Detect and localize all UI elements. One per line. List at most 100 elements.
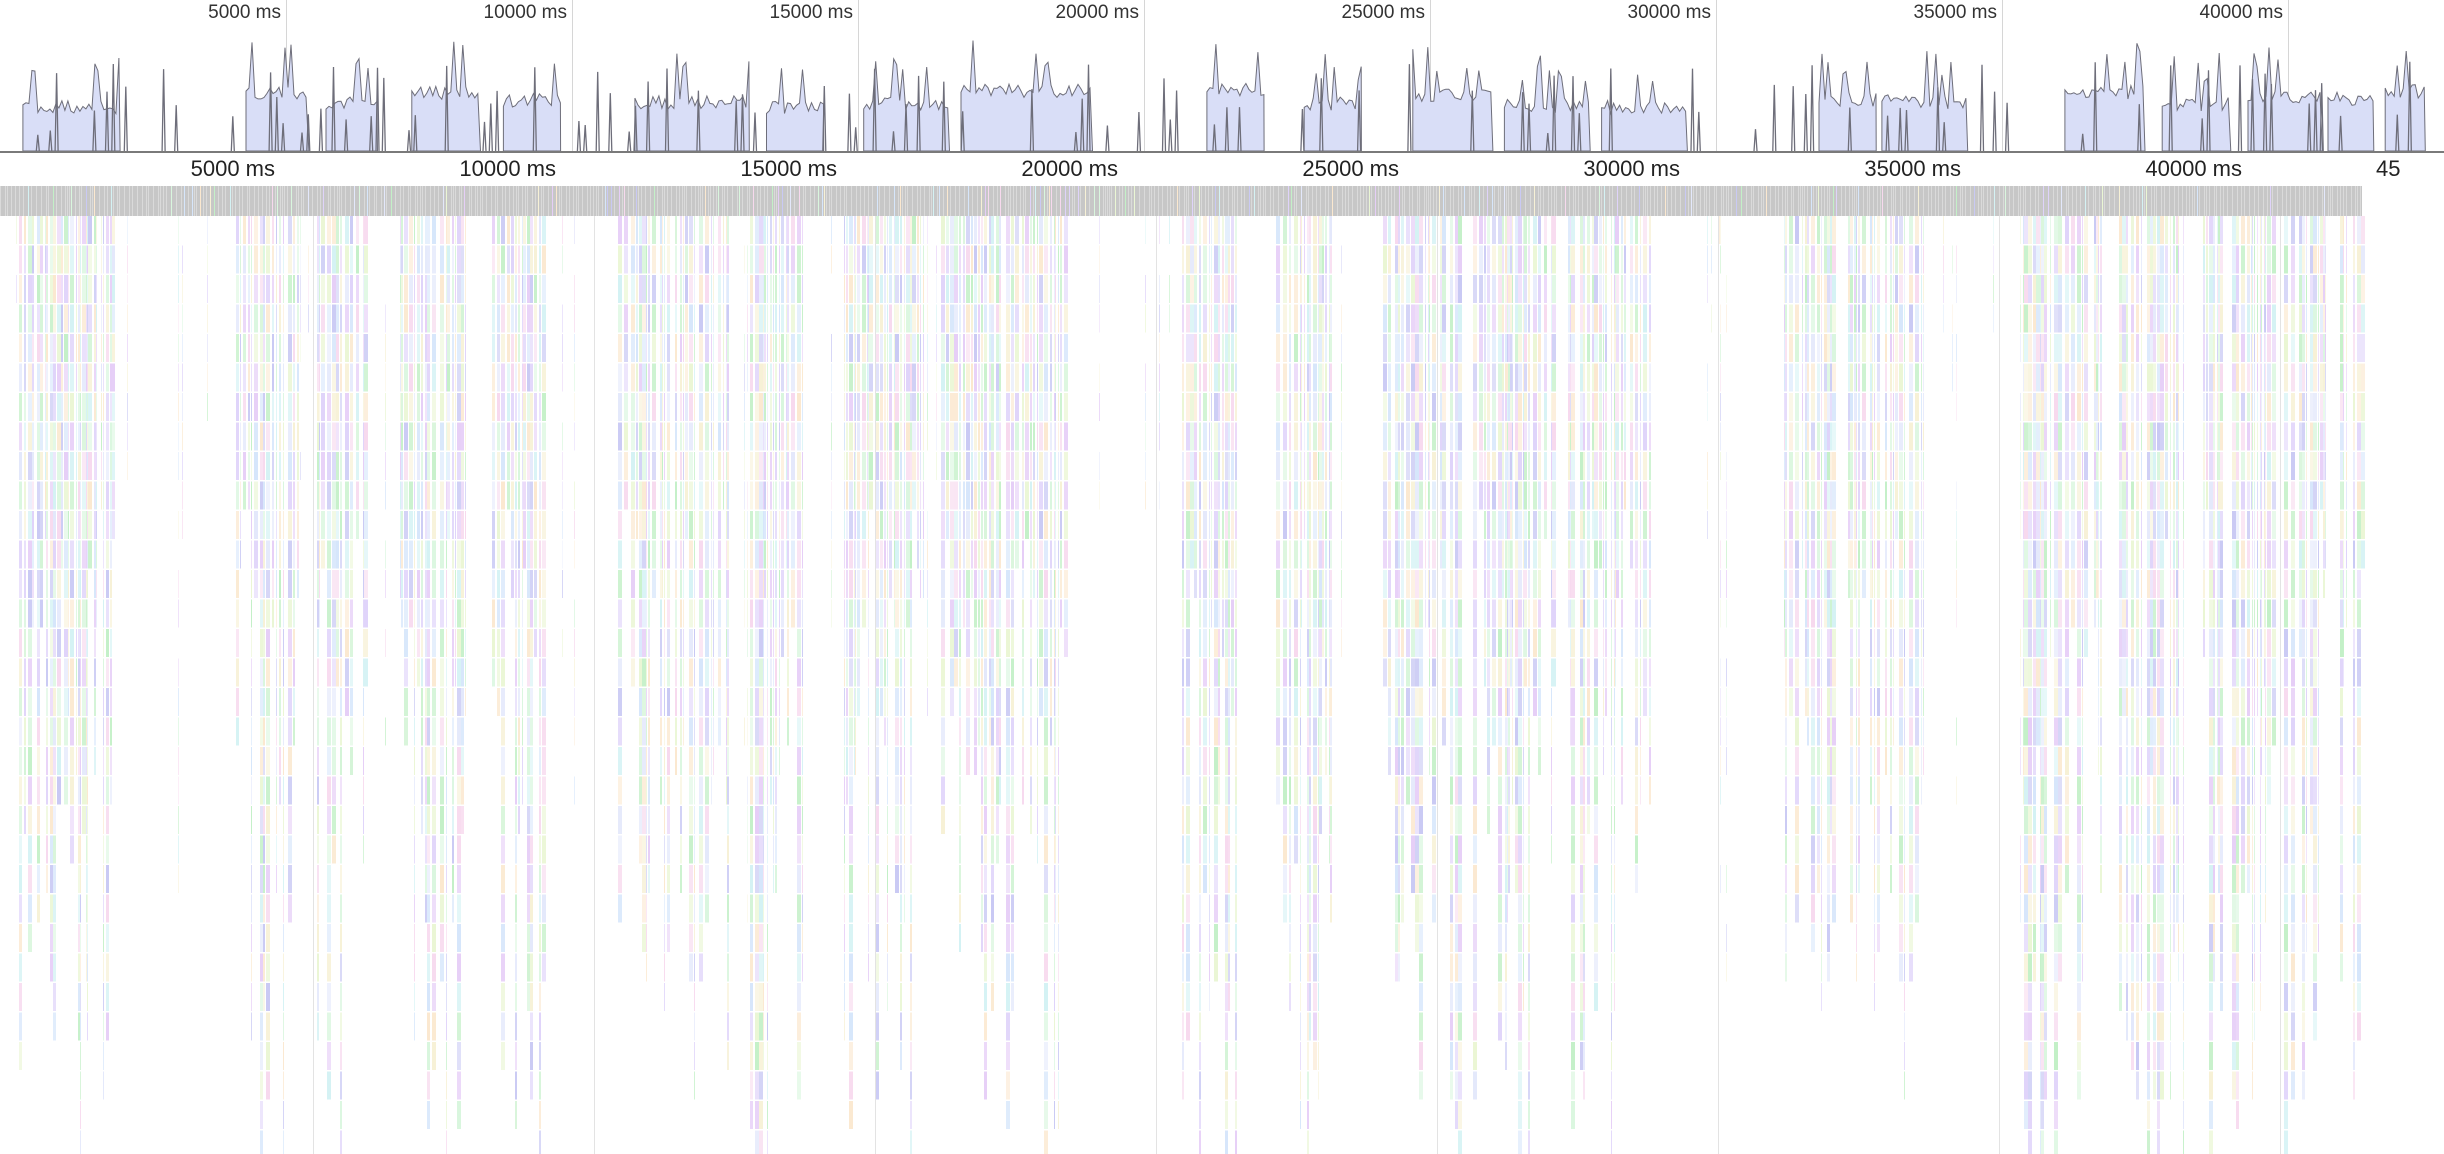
flame-bar [542, 334, 546, 362]
flame-bar [904, 806, 905, 834]
flame-bar [705, 658, 709, 687]
flame-bar [652, 334, 656, 362]
flame-bar [336, 245, 339, 274]
flame-bar [297, 511, 299, 539]
flame-bar [127, 304, 128, 333]
flame-bar [96, 481, 97, 510]
flame-bar [802, 422, 803, 451]
flame-grid-line [313, 216, 314, 1154]
flame-bar [726, 717, 727, 746]
flame-bar [345, 275, 349, 303]
flame-bar [895, 304, 899, 333]
flame-bar [694, 599, 695, 628]
flame-bar [332, 275, 336, 303]
timeline-overview[interactable]: 5000 ms 10000 ms 15000 ms 20000 ms 25000 ms 3… [0, 0, 2444, 154]
flame-bar [744, 393, 745, 421]
flame-bar [28, 776, 32, 805]
flame-bar [356, 275, 359, 303]
flame-bar [254, 511, 258, 539]
flame-bar [86, 924, 87, 952]
main-thread-task [1900, 186, 1901, 216]
flame-bar [648, 511, 650, 539]
flame-bar [618, 747, 622, 775]
flame-bar [1186, 363, 1190, 392]
flame-bar [963, 422, 965, 451]
flame-bar [978, 629, 980, 657]
flame-bar [999, 658, 1001, 687]
flame-bar [319, 275, 320, 303]
flame-bar [507, 334, 510, 362]
flame-bar [996, 717, 999, 746]
flame-bar [889, 245, 892, 274]
main-thread-task [1561, 186, 1562, 216]
flame-bar [251, 658, 252, 687]
flame-bar [101, 422, 102, 451]
flame-bar [80, 481, 81, 510]
flame-bar [642, 806, 646, 834]
flame-bar [699, 481, 703, 510]
flame-bar [427, 747, 430, 775]
main-thread-task [225, 186, 226, 216]
flame-bar [683, 422, 684, 451]
flame-bar [254, 540, 258, 569]
flame-bar [178, 806, 179, 834]
flame-bar [266, 393, 270, 421]
flame-bar [900, 304, 902, 333]
flame-bar [37, 393, 40, 421]
flame-bar [110, 658, 112, 687]
flame-bar [711, 422, 712, 451]
flame-bar [345, 393, 349, 421]
flame-bar [923, 511, 924, 539]
main-thread-task [1119, 186, 1120, 216]
flame-bar [1030, 717, 1032, 746]
main-thread-track[interactable] [0, 186, 2362, 216]
flame-bar [279, 540, 281, 569]
flame-bar [24, 511, 26, 539]
flame-bar [530, 658, 533, 687]
flame-bar [767, 629, 768, 657]
flame-bar [910, 953, 912, 982]
flame-bar [446, 304, 447, 333]
flame-bar [895, 776, 899, 805]
cpu-spike [1174, 90, 1179, 152]
cpu-spike [2237, 65, 2243, 152]
flame-bar [288, 717, 292, 746]
flame-bar [624, 216, 628, 244]
main-thread-task [79, 186, 80, 216]
main-thread-task [459, 186, 460, 216]
flame-bar [101, 452, 102, 480]
flame-bar [266, 599, 270, 628]
flame-bar [895, 835, 899, 864]
flame-bar [642, 865, 646, 893]
flame-bar [266, 334, 270, 362]
flame-bar [1044, 570, 1048, 598]
flame-bar [240, 422, 241, 451]
flame-bar [946, 452, 949, 480]
flame-bar [959, 481, 961, 510]
flame-bar [86, 629, 87, 657]
flame-bar [875, 540, 879, 569]
flame-bar [446, 776, 447, 805]
flame-bar [101, 245, 102, 274]
flame-bar [497, 570, 500, 598]
ruler-tick-label: 25000 ms [1302, 156, 1399, 181]
flame-bar [727, 865, 729, 893]
flame-bar [984, 1012, 987, 1041]
flame-bar [1022, 422, 1024, 451]
flame-bar [425, 511, 427, 539]
main-thread-task [569, 186, 570, 216]
flame-bar [989, 658, 991, 687]
flame-bar [963, 540, 965, 569]
flame-bar [88, 304, 92, 333]
flame-bar [991, 776, 994, 805]
flame-bar [88, 481, 92, 510]
flame-bar [868, 570, 869, 598]
flame-bar [959, 570, 961, 598]
flame-bar [642, 393, 646, 421]
flame-bar [279, 452, 281, 480]
main-thread-task [1824, 186, 1825, 216]
flame-chart[interactable] [0, 216, 2444, 1154]
flame-bar [1058, 363, 1059, 392]
flame-bar [251, 570, 252, 598]
flame-bar [763, 1042, 764, 1070]
